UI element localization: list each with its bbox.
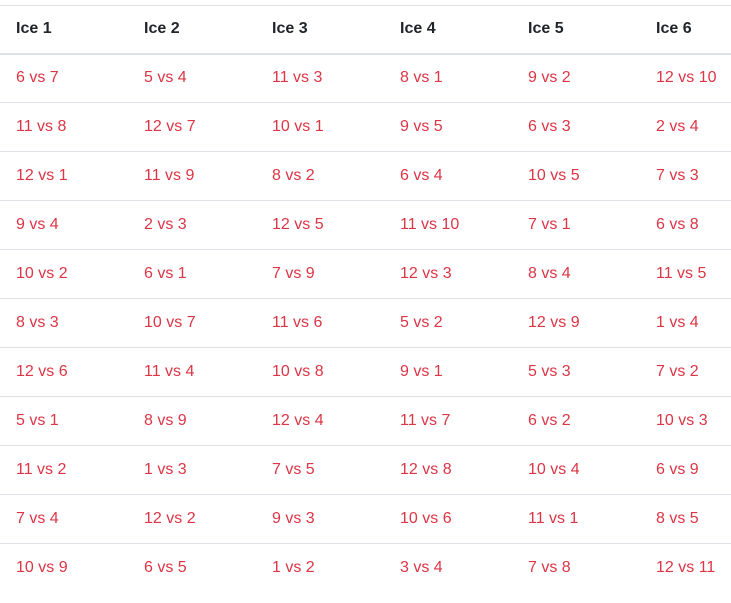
matchup-link[interactable]: 6 vs 2 (512, 396, 640, 446)
ice-schedule-table: Ice 1 Ice 2 Ice 3 Ice 4 Ice 5 Ice 6 6 vs… (0, 5, 731, 593)
matchup-link[interactable]: 12 vs 2 (128, 494, 256, 544)
matchup-link[interactable]: 2 vs 4 (640, 102, 731, 152)
column-header-ice-5: Ice 5 (512, 5, 640, 55)
column-header-ice-3: Ice 3 (256, 5, 384, 55)
matchup-link[interactable]: 10 vs 5 (512, 151, 640, 201)
matchup-link[interactable]: 2 vs 3 (128, 200, 256, 250)
matchup-link[interactable]: 5 vs 2 (384, 298, 512, 348)
matchup-link[interactable]: 10 vs 1 (256, 102, 384, 152)
matchup-link[interactable]: 9 vs 5 (384, 102, 512, 152)
matchup-link[interactable]: 1 vs 2 (272, 559, 315, 577)
matchup-link[interactable]: 6 vs 7 (0, 53, 128, 103)
matchup-link[interactable]: 7 vs 4 (0, 494, 128, 544)
matchup-link[interactable]: 6 vs 8 (640, 200, 731, 250)
matchup-link[interactable]: 9 vs 2 (512, 53, 640, 103)
matchup-link[interactable]: 12 vs 3 (384, 249, 512, 299)
matchup-link[interactable]: 12 vs 6 (0, 347, 128, 397)
matchup-link[interactable]: 1 vs 4 (640, 298, 731, 348)
matchup-link[interactable]: 11 vs 5 (640, 249, 731, 299)
matchup-link[interactable]: 6 vs 5 (144, 559, 187, 577)
matchup-link[interactable]: 12 vs 8 (384, 445, 512, 495)
matchup-link[interactable]: 11 vs 3 (256, 53, 384, 103)
header-row: Ice 1 Ice 2 Ice 3 Ice 4 Ice 5 Ice 6 (0, 5, 731, 55)
matchup-link[interactable]: 7 vs 1 (512, 200, 640, 250)
matchup-link[interactable]: 8 vs 3 (0, 298, 128, 348)
matchup-link[interactable]: 10 vs 8 (256, 347, 384, 397)
matchup-link[interactable]: 11 vs 4 (128, 347, 256, 397)
matchup-link[interactable]: 12 vs 11 (656, 559, 716, 577)
matchup-link[interactable]: 7 vs 8 (528, 559, 571, 577)
column-header-ice-1: Ice 1 (0, 5, 128, 55)
matchup-link[interactable]: 1 vs 3 (128, 445, 256, 495)
matchup-link[interactable]: 7 vs 2 (640, 347, 731, 397)
matchup-link[interactable]: 12 vs 7 (128, 102, 256, 152)
matchup-link[interactable]: 12 vs 5 (256, 200, 384, 250)
matchup-link[interactable]: 6 vs 1 (128, 249, 256, 299)
matchup-link[interactable]: 6 vs 4 (384, 151, 512, 201)
matchup-link[interactable]: 8 vs 5 (640, 494, 731, 544)
matchup-link[interactable]: 5 vs 1 (0, 396, 128, 446)
matchup-link[interactable]: 10 vs 4 (512, 445, 640, 495)
matchup-link[interactable]: 11 vs 9 (128, 151, 256, 201)
column-header-ice-2: Ice 2 (128, 5, 256, 55)
table-row: 10 vs 9 6 vs 5 1 vs 2 3 vs 4 7 vs 8 12 vs 11 (0, 544, 731, 593)
matchup-link[interactable]: 11 vs 8 (0, 102, 128, 152)
column-header-ice-6: Ice 6 (640, 5, 731, 55)
matchup-link[interactable]: 8 vs 4 (512, 249, 640, 299)
matchup-link[interactable]: 8 vs 1 (384, 53, 512, 103)
matchup-link[interactable]: 12 vs 4 (256, 396, 384, 446)
matchup-link[interactable]: 12 vs 9 (512, 298, 640, 348)
matchup-link[interactable]: 5 vs 4 (128, 53, 256, 103)
matchup-link[interactable]: 5 vs 3 (512, 347, 640, 397)
matchup-link[interactable]: 7 vs 5 (256, 445, 384, 495)
matchup-link[interactable]: 10 vs 9 (16, 559, 68, 577)
matchup-link[interactable]: 9 vs 4 (0, 200, 128, 250)
matchup-link[interactable]: 11 vs 10 (384, 200, 512, 250)
matchup-link[interactable]: 11 vs 1 (512, 494, 640, 544)
matchup-link[interactable]: 6 vs 9 (640, 445, 731, 495)
matchup-link[interactable]: 11 vs 2 (0, 445, 128, 495)
column-header-ice-4: Ice 4 (384, 5, 512, 55)
matchup-link[interactable]: 10 vs 3 (640, 396, 731, 446)
matchup-link[interactable]: 7 vs 9 (256, 249, 384, 299)
matchup-link[interactable]: 3 vs 4 (400, 559, 443, 577)
matchup-link[interactable]: 11 vs 7 (384, 396, 512, 446)
matchup-link[interactable]: 10 vs 7 (128, 298, 256, 348)
matchup-link[interactable]: 7 vs 3 (640, 151, 731, 201)
matchup-link[interactable]: 12 vs 10 (640, 53, 731, 103)
matchup-link[interactable]: 6 vs 3 (512, 102, 640, 152)
matchup-link[interactable]: 12 vs 1 (0, 151, 128, 201)
matchup-link[interactable]: 9 vs 3 (256, 494, 384, 544)
matchup-link[interactable]: 11 vs 6 (256, 298, 384, 348)
matchup-link[interactable]: 8 vs 9 (128, 396, 256, 446)
matchup-link[interactable]: 10 vs 2 (0, 249, 128, 299)
table-header: Ice 1 Ice 2 Ice 3 Ice 4 Ice 5 Ice 6 (0, 5, 731, 55)
matchup-link[interactable]: 9 vs 1 (384, 347, 512, 397)
matchup-link[interactable]: 8 vs 2 (256, 151, 384, 201)
matchup-link[interactable]: 10 vs 6 (384, 494, 512, 544)
